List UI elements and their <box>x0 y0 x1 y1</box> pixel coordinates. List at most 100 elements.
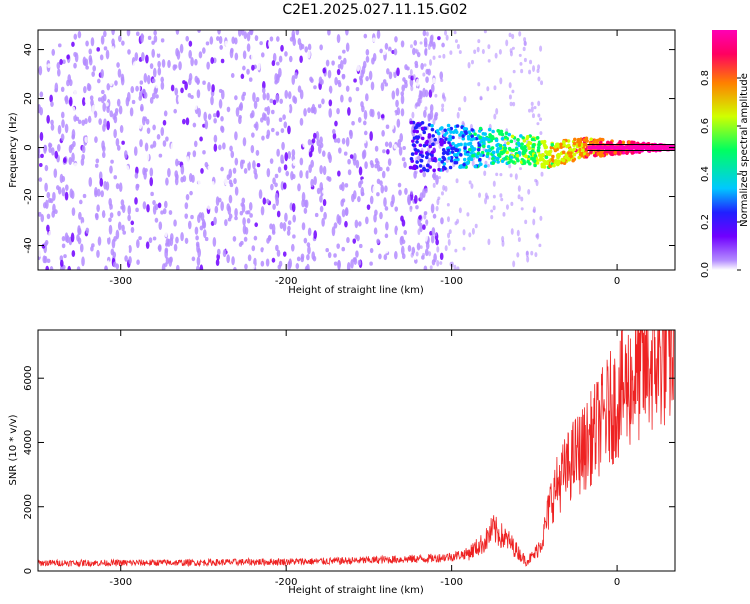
heatmap-cell <box>414 170 418 175</box>
heatmap-cell <box>300 43 305 50</box>
heatmap-cell <box>56 62 61 70</box>
heatmap-cell <box>486 151 490 156</box>
heatmap-cell <box>577 155 581 160</box>
heatmap-cell <box>288 103 293 114</box>
heatmap-cell <box>392 63 397 73</box>
heatmap-cell <box>295 263 300 270</box>
heatmap-cell <box>115 137 120 147</box>
heatmap-cell <box>370 145 375 150</box>
heatmap-cell <box>167 73 171 81</box>
heatmap-cell <box>307 30 312 33</box>
heatmap-cell <box>537 113 541 118</box>
heatmap-cell <box>487 238 491 246</box>
heatmap-cell <box>54 88 58 93</box>
heatmap-cell <box>415 160 419 164</box>
heatmap-cell <box>263 248 267 257</box>
heatmap-cell <box>38 211 42 217</box>
heatmap-cell <box>77 30 82 39</box>
heatmap-cell <box>380 114 385 119</box>
heatmap-cell <box>305 170 310 179</box>
heatmap-cell <box>341 209 346 218</box>
heatmap-cell <box>455 148 460 152</box>
heatmap-cell <box>399 132 403 143</box>
heatmap-cell <box>520 68 524 74</box>
heatmap-cell <box>337 55 342 60</box>
heatmap-cell <box>104 207 109 215</box>
heatmap-cell <box>91 71 95 77</box>
heatmap-cell <box>312 206 316 215</box>
heatmap-cell <box>274 167 278 173</box>
heatmap-cell <box>393 144 398 149</box>
heatmap-cell <box>103 118 107 128</box>
heatmap-cell <box>243 167 248 174</box>
heatmap-cell <box>150 191 154 197</box>
heatmap-cell <box>446 203 450 207</box>
heatmap-cell <box>549 145 554 150</box>
heatmap-cell <box>322 165 327 176</box>
heatmap-cell <box>476 151 481 156</box>
heatmap-cell <box>252 160 256 170</box>
heatmap-cell <box>317 217 321 224</box>
heatmap-cell <box>349 129 353 140</box>
heatmap-cell <box>276 36 280 42</box>
heatmap-cell <box>40 153 44 159</box>
heatmap-cell <box>291 74 296 85</box>
heatmap-cell <box>446 127 451 132</box>
heatmap-cell <box>223 175 228 186</box>
colorbar-tick-label: 0.4 <box>700 166 711 182</box>
heatmap-cell <box>336 137 341 144</box>
heatmap-cell <box>405 87 409 96</box>
heatmap-cell <box>343 163 347 169</box>
heatmap-cell <box>425 155 429 160</box>
heatmap-cell <box>38 65 43 76</box>
heatmap-cell <box>192 150 197 158</box>
heatmap-cell <box>512 101 516 107</box>
heatmap-cell <box>432 168 436 173</box>
heatmap-cell <box>534 252 538 258</box>
heatmap-cell <box>271 60 276 67</box>
heatmap-cell <box>228 168 233 179</box>
heatmap-cell <box>207 113 212 120</box>
heatmap-cell <box>554 158 558 163</box>
heatmap-cell <box>294 72 298 80</box>
heatmap-cell <box>271 257 276 263</box>
heatmap-cell <box>527 140 531 145</box>
heatmap-cell <box>130 226 135 233</box>
heatmap-cell <box>39 162 43 168</box>
heatmap-cell <box>546 150 551 154</box>
heatmap-cell <box>466 160 470 165</box>
heatmap-cell <box>243 236 248 242</box>
heatmap-cell <box>295 114 300 120</box>
heatmap-cell <box>212 46 216 51</box>
heatmap-cell <box>136 259 140 265</box>
heatmap-cell <box>355 87 360 92</box>
heatmap-cell <box>297 38 302 46</box>
heatmap-cell <box>311 168 316 174</box>
heatmap-cell <box>90 246 94 252</box>
heatmap-cell <box>429 59 433 66</box>
heatmap-cell <box>169 233 174 241</box>
heatmap-cell <box>552 163 556 168</box>
heatmap-cell <box>71 152 75 163</box>
heatmap-cell <box>61 243 66 249</box>
heatmap-cell <box>182 80 186 85</box>
heatmap-cell <box>471 159 475 167</box>
heatmap-cell <box>282 251 287 257</box>
heatmap-cell <box>140 69 145 77</box>
snr-y-tick-label: 0 <box>23 568 34 574</box>
heatmap-cell <box>345 196 350 202</box>
heatmap-cell <box>537 140 542 144</box>
heatmap-cell <box>515 154 520 158</box>
heatmap-cell <box>394 206 399 212</box>
heatmap-cell <box>174 124 179 130</box>
heatmap-cell <box>297 183 301 192</box>
heatmap-cell <box>152 205 157 215</box>
heatmap-cell <box>57 144 61 152</box>
heatmap-cell <box>110 159 114 164</box>
heatmap-cell <box>532 65 536 72</box>
heatmap-cell <box>478 135 483 140</box>
heatmap-cell <box>242 217 246 226</box>
heatmap-cell <box>127 68 132 75</box>
heatmap-cell <box>441 42 445 48</box>
